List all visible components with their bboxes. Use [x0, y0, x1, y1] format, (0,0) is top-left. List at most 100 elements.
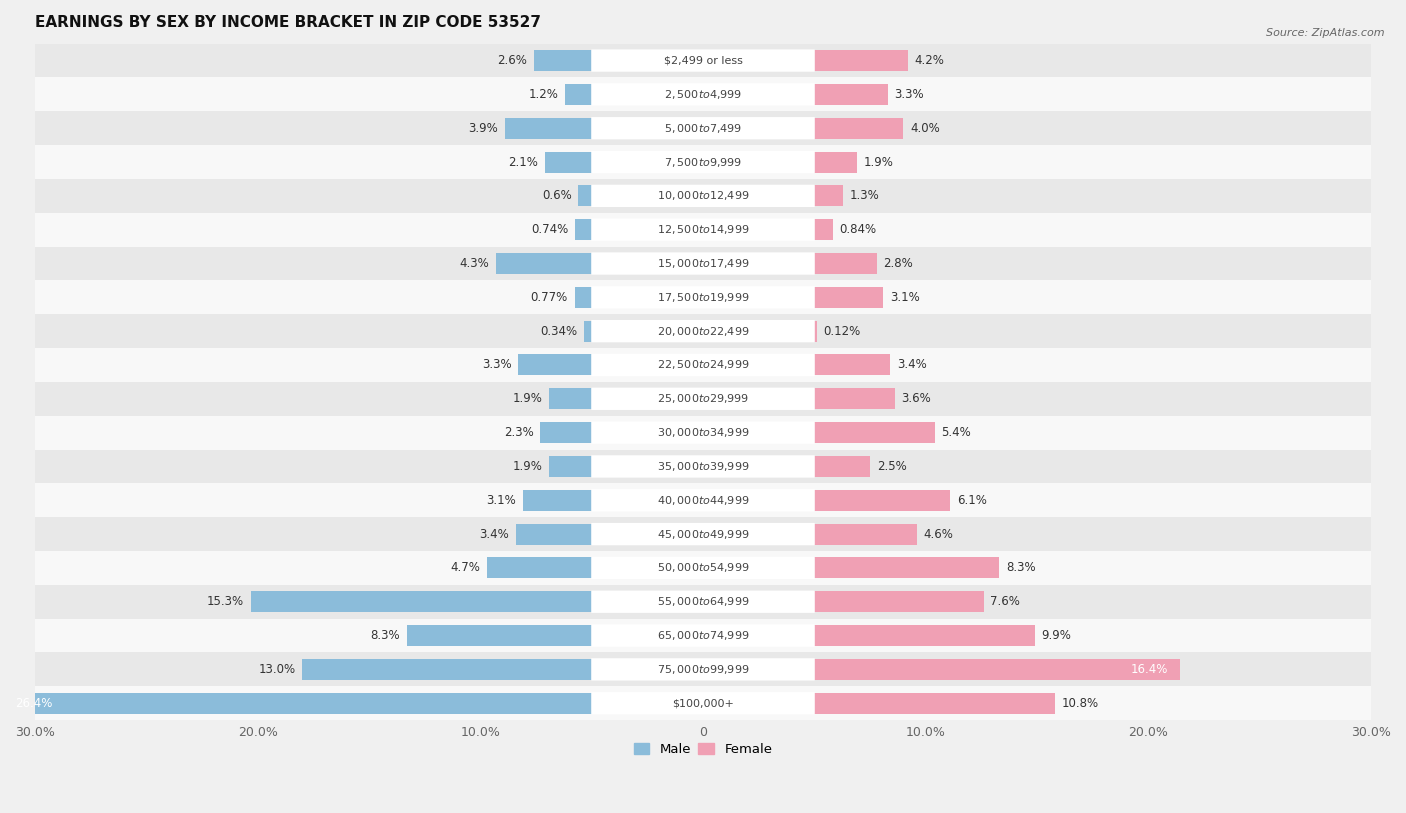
- Bar: [583, 320, 592, 341]
- Bar: [814, 84, 887, 105]
- Text: 2.8%: 2.8%: [883, 257, 912, 270]
- Text: 2.5%: 2.5%: [877, 460, 907, 473]
- Bar: [35, 213, 1371, 246]
- Bar: [35, 111, 1371, 146]
- Bar: [578, 185, 592, 207]
- Bar: [814, 591, 984, 612]
- FancyBboxPatch shape: [591, 557, 815, 579]
- FancyBboxPatch shape: [591, 117, 815, 139]
- Text: $25,000 to $29,999: $25,000 to $29,999: [657, 393, 749, 406]
- FancyBboxPatch shape: [591, 219, 815, 241]
- FancyBboxPatch shape: [591, 692, 815, 715]
- Text: $40,000 to $44,999: $40,000 to $44,999: [657, 493, 749, 506]
- Bar: [35, 551, 1371, 585]
- Text: 0.34%: 0.34%: [540, 324, 578, 337]
- Bar: [302, 659, 592, 680]
- Text: 5.4%: 5.4%: [941, 426, 972, 439]
- Bar: [534, 50, 592, 71]
- Bar: [540, 422, 592, 443]
- FancyBboxPatch shape: [591, 455, 815, 477]
- Bar: [496, 253, 592, 274]
- Text: 3.3%: 3.3%: [894, 88, 924, 101]
- FancyBboxPatch shape: [591, 590, 815, 613]
- Text: 8.3%: 8.3%: [1005, 562, 1035, 575]
- Text: 15.3%: 15.3%: [207, 595, 245, 608]
- Text: $12,500 to $14,999: $12,500 to $14,999: [657, 224, 749, 237]
- Bar: [35, 484, 1371, 517]
- FancyBboxPatch shape: [591, 286, 815, 308]
- Text: 13.0%: 13.0%: [259, 663, 295, 676]
- FancyBboxPatch shape: [591, 320, 815, 342]
- Bar: [814, 524, 917, 545]
- Text: 4.7%: 4.7%: [450, 562, 481, 575]
- Text: 2.1%: 2.1%: [509, 155, 538, 168]
- Bar: [814, 253, 877, 274]
- FancyBboxPatch shape: [591, 252, 815, 275]
- Text: 4.3%: 4.3%: [460, 257, 489, 270]
- Text: 3.9%: 3.9%: [468, 122, 498, 135]
- Bar: [35, 517, 1371, 551]
- Text: $65,000 to $74,999: $65,000 to $74,999: [657, 629, 749, 642]
- Bar: [486, 558, 592, 578]
- Text: $50,000 to $54,999: $50,000 to $54,999: [657, 562, 749, 575]
- Bar: [814, 456, 870, 477]
- Bar: [814, 220, 832, 240]
- Bar: [814, 693, 1054, 714]
- Text: 1.3%: 1.3%: [851, 189, 880, 202]
- Text: $10,000 to $12,499: $10,000 to $12,499: [657, 189, 749, 202]
- Text: 7.6%: 7.6%: [990, 595, 1021, 608]
- Bar: [35, 77, 1371, 111]
- Text: 6.1%: 6.1%: [957, 493, 987, 506]
- Bar: [546, 151, 592, 172]
- Text: 0.74%: 0.74%: [531, 224, 568, 237]
- Bar: [814, 659, 1180, 680]
- Bar: [35, 315, 1371, 348]
- Text: 3.4%: 3.4%: [479, 528, 509, 541]
- Bar: [35, 415, 1371, 450]
- FancyBboxPatch shape: [591, 624, 815, 646]
- Bar: [505, 118, 592, 139]
- Bar: [35, 585, 1371, 619]
- Bar: [814, 50, 908, 71]
- FancyBboxPatch shape: [591, 388, 815, 410]
- Bar: [4, 693, 592, 714]
- Bar: [575, 287, 592, 308]
- Bar: [35, 246, 1371, 280]
- FancyBboxPatch shape: [591, 50, 815, 72]
- Text: $30,000 to $34,999: $30,000 to $34,999: [657, 426, 749, 439]
- Bar: [814, 389, 894, 409]
- Bar: [814, 185, 844, 207]
- Bar: [35, 382, 1371, 415]
- Bar: [550, 389, 592, 409]
- Text: $20,000 to $22,499: $20,000 to $22,499: [657, 324, 749, 337]
- Text: 1.9%: 1.9%: [863, 155, 893, 168]
- Text: $22,500 to $24,999: $22,500 to $24,999: [657, 359, 749, 372]
- Bar: [814, 625, 1035, 646]
- Text: $35,000 to $39,999: $35,000 to $39,999: [657, 460, 749, 473]
- Text: 3.4%: 3.4%: [897, 359, 927, 372]
- Text: 4.2%: 4.2%: [914, 54, 945, 67]
- Text: 16.4%: 16.4%: [1130, 663, 1168, 676]
- Text: 9.9%: 9.9%: [1042, 629, 1071, 642]
- Text: 10.8%: 10.8%: [1062, 697, 1098, 710]
- Text: 0.84%: 0.84%: [839, 224, 877, 237]
- Bar: [35, 44, 1371, 77]
- Bar: [35, 653, 1371, 686]
- Bar: [814, 118, 904, 139]
- Text: 0.77%: 0.77%: [530, 291, 568, 304]
- Text: Source: ZipAtlas.com: Source: ZipAtlas.com: [1267, 28, 1385, 38]
- Text: $2,499 or less: $2,499 or less: [664, 55, 742, 66]
- Bar: [814, 489, 950, 511]
- FancyBboxPatch shape: [591, 83, 815, 106]
- Text: $7,500 to $9,999: $7,500 to $9,999: [664, 155, 742, 168]
- FancyBboxPatch shape: [591, 151, 815, 173]
- Bar: [406, 625, 592, 646]
- Text: 1.9%: 1.9%: [513, 460, 543, 473]
- Text: $15,000 to $17,499: $15,000 to $17,499: [657, 257, 749, 270]
- Text: 4.6%: 4.6%: [924, 528, 953, 541]
- Bar: [35, 348, 1371, 382]
- Text: 4.0%: 4.0%: [910, 122, 939, 135]
- Text: 0.12%: 0.12%: [824, 324, 860, 337]
- FancyBboxPatch shape: [591, 489, 815, 511]
- Text: 3.1%: 3.1%: [890, 291, 920, 304]
